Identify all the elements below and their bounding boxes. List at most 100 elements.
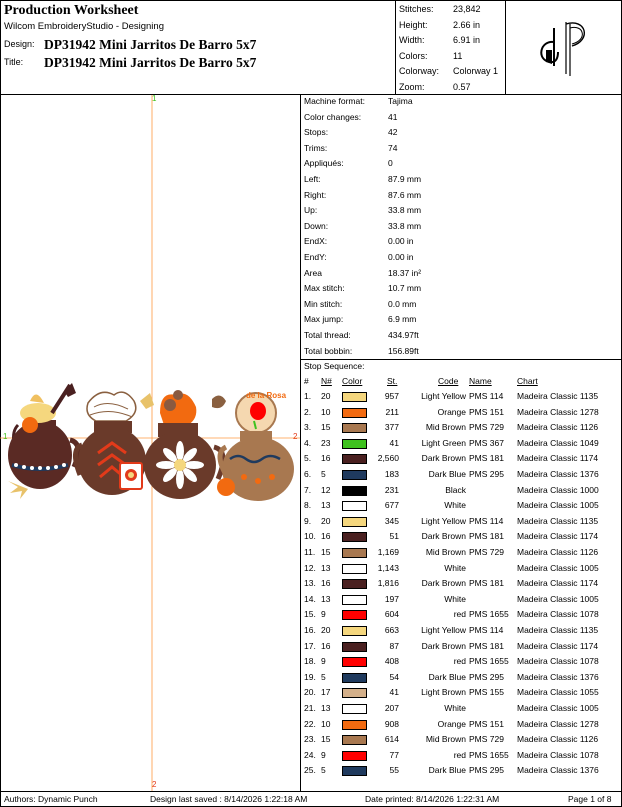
row-chart: Madeira Classic 1005: [517, 562, 599, 573]
row-stitches: 197: [384, 593, 399, 604]
row-code: Orange: [437, 718, 466, 729]
row-number: 25.: [304, 765, 316, 776]
row-stitches: 54: [389, 671, 399, 682]
color-swatch: [342, 423, 367, 434]
row-code: Light Green: [421, 437, 466, 448]
design-name: DP31942 Mini Jarritos De Barro 5x7: [44, 37, 257, 52]
row-number: 14.: [304, 593, 316, 604]
row-name: PMS 729: [469, 422, 504, 433]
property-label: Down:: [304, 220, 329, 231]
guide-marker-left: 1: [3, 432, 8, 441]
row-code: Dark Brown: [421, 640, 466, 651]
row-code: Dark Blue: [428, 671, 466, 682]
property-row: EndX: 0.00 in: [304, 234, 618, 250]
row-code: White: [444, 703, 466, 713]
row-code: Light Yellow: [421, 515, 466, 526]
design-preview-svg: de la Rosa: [0, 95, 300, 791]
row-needle: 12: [321, 484, 331, 495]
table-row: 8. 13 677 White Madeira Classic 1005: [301, 498, 622, 514]
color-swatch: [342, 392, 367, 402]
row-name: PMS 181: [469, 640, 504, 651]
table-row: 4. 23 41 Light Green PMS 367 Madeira Classic …: [301, 436, 622, 452]
col-num: #: [304, 376, 309, 386]
page-title: Production Worksheet: [4, 3, 139, 18]
row-stitches: 2,560: [377, 453, 399, 464]
table-row: 2. 10 211 Orange PMS 151 Madeira Classic 1278: [301, 405, 622, 421]
table-row: 3. 15 377 Mid Brown PMS 729 Madeira Classic 1…: [301, 420, 622, 436]
row-code: White: [444, 593, 466, 604]
row-needle: 13: [321, 562, 331, 573]
worksheet-header: Production Worksheet Wilcom EmbroiderySt…: [0, 0, 622, 95]
row-needle: 9: [321, 609, 326, 620]
table-row: 7. 12 231 Black Madeira Classic 1000: [301, 483, 622, 499]
table-row: 13. 16 1,816 Dark Brown PMS 181 Madeira Class…: [301, 576, 622, 592]
jarrito-pot-2: [64, 383, 154, 495]
row-stitches: 908: [384, 718, 399, 729]
property-label: Max stitch:: [304, 283, 345, 294]
row-chart: Madeira Classic 1174: [517, 531, 599, 542]
header-info-panel: Production Worksheet Wilcom EmbroiderySt…: [0, 0, 396, 95]
row-number: 17.: [304, 640, 316, 651]
row-number: 19.: [304, 671, 316, 682]
metric-row: Stitches: 23,842: [399, 2, 503, 17]
row-name: PMS 114: [469, 625, 504, 635]
row-code: Black: [445, 484, 466, 495]
property-row: Min stitch: 0.0 mm: [304, 297, 618, 313]
row-number: 20.: [304, 687, 316, 698]
table-row: 18. 9 408 red PMS 1655 Madeira Classic 1078: [301, 654, 622, 670]
row-number: 16.: [304, 625, 316, 635]
row-chart: Madeira Classic 1126: [517, 547, 599, 557]
row-code: Dark Blue: [428, 469, 466, 479]
row-code: red: [453, 749, 466, 760]
title-name: DP31942 Mini Jarritos De Barro 5x7: [44, 55, 257, 70]
row-number: 11.: [304, 547, 316, 557]
row-chart: Madeira Classic 1078: [517, 749, 599, 760]
table-row: 1. 20 957 Light Yellow PMS 114 Madeira Classi…: [301, 389, 622, 405]
property-label: EndY:: [304, 252, 327, 262]
table-row: 23. 15 614 Mid Brown PMS 729 Madeira Classic …: [301, 732, 622, 748]
row-stitches: 87: [389, 640, 399, 651]
row-chart: Madeira Classic 1278: [517, 718, 599, 729]
row-name: PMS 151: [469, 718, 504, 729]
property-label: Total thread:: [304, 330, 351, 340]
row-stitches: 663: [384, 625, 399, 635]
de-la-rosa-label: de la Rosa: [246, 391, 287, 400]
row-needle: 16: [321, 578, 331, 589]
metric-row: Colorway: Colorway 1: [399, 64, 503, 79]
row-name: PMS 729: [469, 734, 504, 745]
table-row: 19. 5 54 Dark Blue PMS 295 Madeira Classic 13…: [301, 670, 622, 686]
color-swatch: [342, 548, 367, 558]
row-code: Dark Brown: [421, 578, 466, 589]
row-needle: 16: [321, 640, 331, 651]
color-swatch: [342, 750, 367, 761]
color-swatch: [342, 672, 367, 683]
row-name: PMS 1655: [469, 749, 509, 760]
table-row: 5. 16 2,560 Dark Brown PMS 181 Madeira Classi…: [301, 451, 622, 467]
row-name: PMS 181: [469, 531, 504, 542]
row-chart: Madeira Classic 1126: [517, 422, 599, 433]
property-row: Color changes: 41: [304, 110, 618, 126]
row-name: PMS 181: [469, 453, 504, 464]
stop-sequence-header: # N# Color St. Code Name Chart: [301, 376, 622, 388]
row-needle: 10: [321, 406, 331, 417]
row-stitches: 55: [389, 765, 399, 776]
metric-row: Colors: 11: [399, 49, 503, 64]
row-stitches: 408: [384, 656, 399, 667]
property-value: 0.00 in: [388, 252, 414, 262]
row-stitches: 51: [389, 531, 399, 542]
row-needle: 20: [321, 515, 331, 526]
color-swatch: [342, 470, 367, 480]
jarrito-pot-4: de la Rosa: [217, 391, 294, 501]
row-name: PMS 295: [469, 671, 504, 682]
app-subtitle: Wilcom EmbroideryStudio - Designing: [4, 21, 164, 32]
table-row: 11. 15 1,169 Mid Brown PMS 729 Madeira Classi…: [301, 545, 622, 561]
row-stitches: 207: [384, 703, 399, 713]
row-needle: 15: [321, 422, 331, 433]
title-label: Title:: [4, 57, 24, 67]
color-swatch: [342, 641, 367, 652]
row-stitches: 614: [384, 734, 399, 745]
table-row: 21. 13 207 White Madeira Classic 1005: [301, 701, 622, 717]
metric-label: Width:: [399, 35, 425, 45]
row-chart: Madeira Classic 1174: [517, 453, 599, 464]
row-name: PMS 729: [469, 547, 504, 557]
